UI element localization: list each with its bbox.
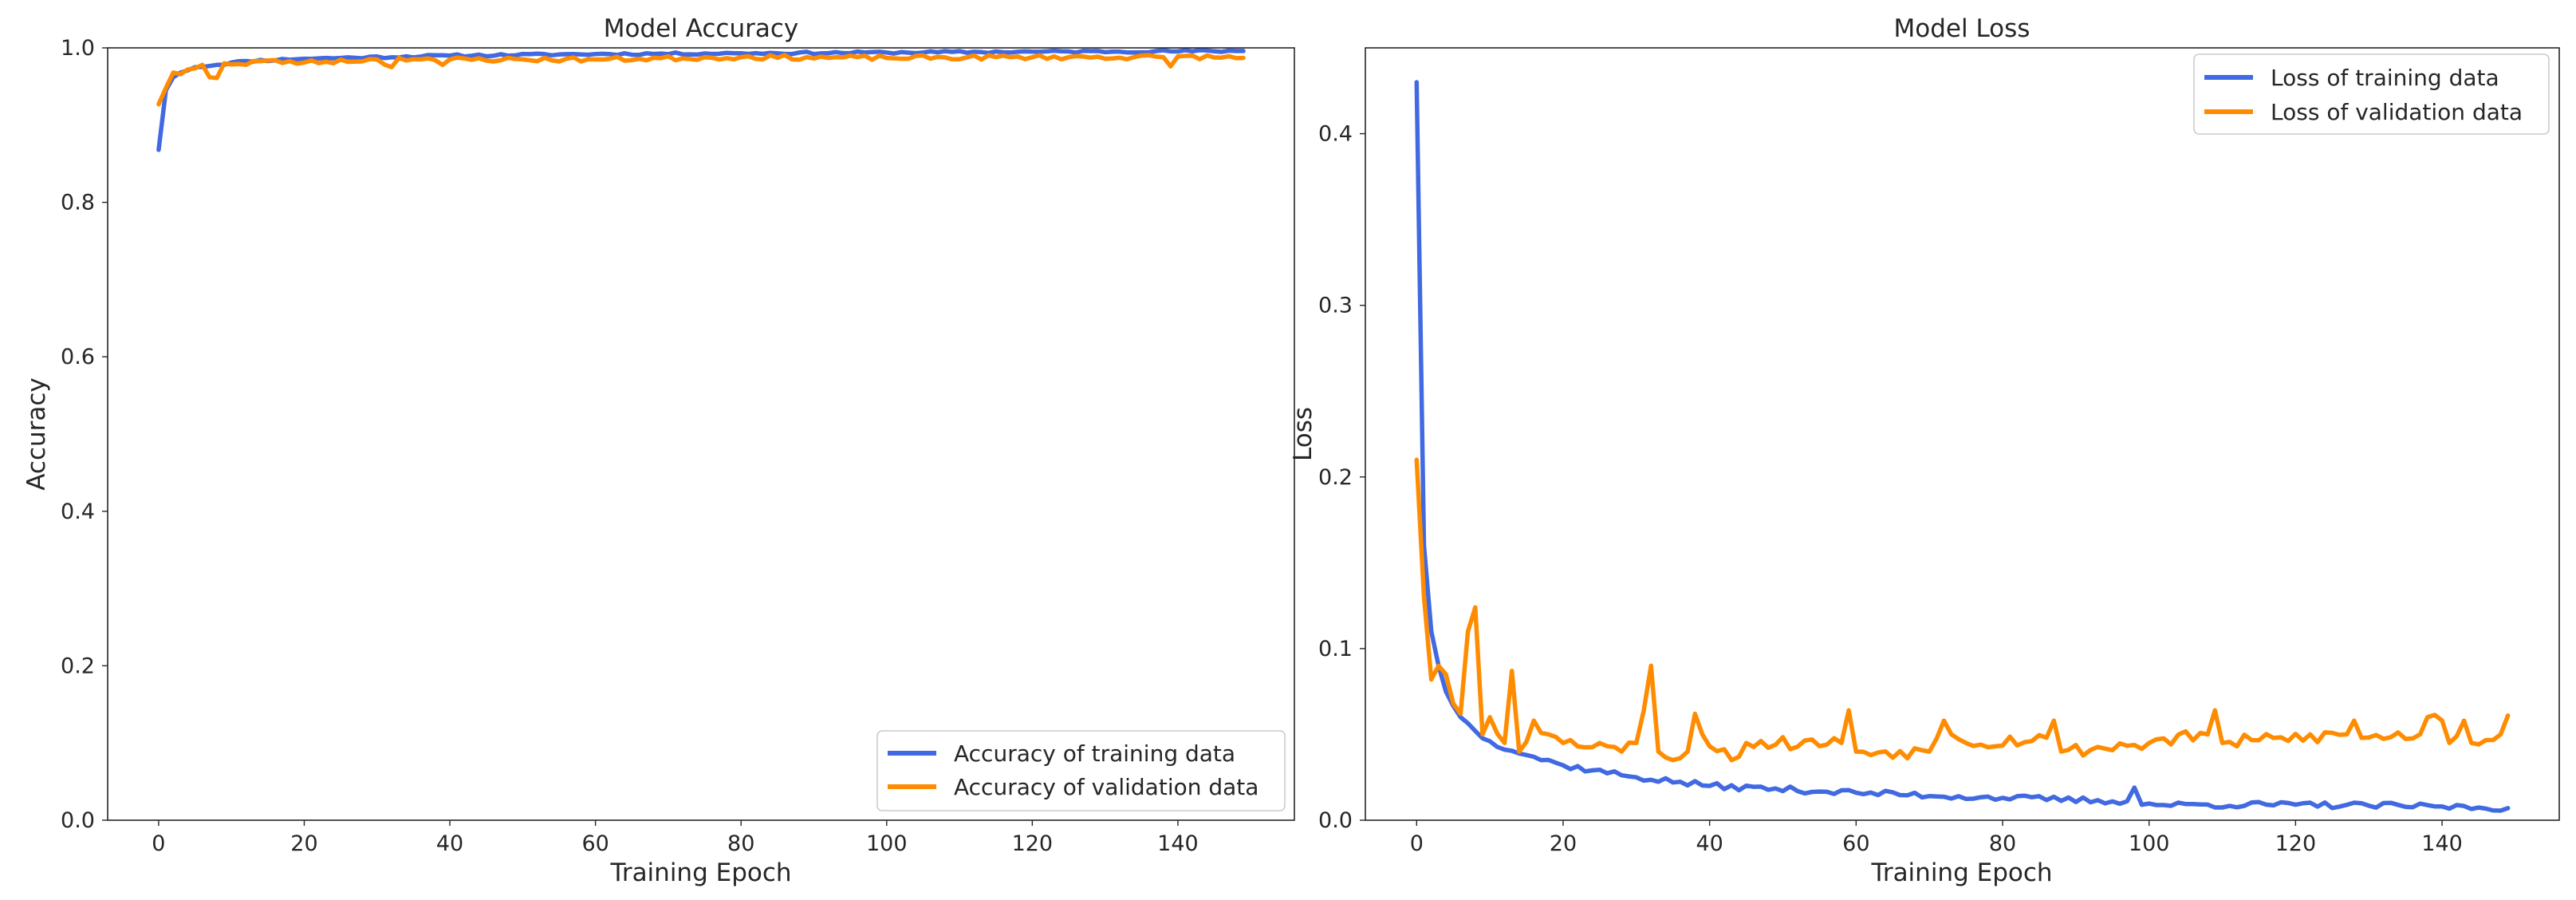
loss-y-axis-label: Loss (1289, 407, 1318, 461)
loss-x-tick-label: 60 (1842, 831, 1869, 856)
loss-legend: Loss of training data Loss of validation… (2193, 53, 2550, 135)
accuracy-y-tick-label: 0.4 (61, 499, 95, 524)
accuracy-x-axis-label: Training Epoch (609, 859, 791, 887)
loss-series-loss-of-validation-data (1414, 457, 2511, 763)
accuracy-chart-title: Model Accuracy (604, 14, 798, 43)
loss-x-tick-label: 0 (1410, 831, 1424, 856)
loss-x-tick-label: 40 (1696, 831, 1723, 856)
accuracy-plot-frame (107, 47, 1295, 821)
loss-x-tick-label: 80 (1989, 831, 2016, 856)
loss-y-tick-label: 0.2 (1318, 465, 1353, 490)
accuracy-x-tick-label: 40 (436, 831, 463, 856)
accuracy-y-tick-label: 0.6 (61, 345, 95, 369)
loss-legend-label-training: Loss of training data (2271, 65, 2499, 91)
accuracy-chart: Model Accuracy 0 20 40 60 80 100 120 1400.00.20… (22, 14, 1295, 887)
accuracy-legend: Accuracy of training data Accuracy of va… (876, 730, 1286, 811)
loss-chart: Model Loss 0 20 40 60 80 100 120 140 0.0 0.1 0.2 0.… (1289, 14, 2560, 887)
loss-y-tick-label: 0.3 (1318, 294, 1353, 318)
loss-x-tick-label: 120 (2275, 831, 2317, 856)
accuracy-series-accuracy-of-validation-data (156, 53, 1246, 107)
accuracy-series (156, 48, 1246, 152)
accuracy-x-tick-label: 120 (1012, 831, 1054, 856)
accuracy-y-tick-label: 0.2 (61, 653, 95, 678)
loss-y-tick-label: 0.4 (1318, 122, 1353, 147)
accuracy-y-axis-label: Accuracy (22, 377, 51, 491)
accuracy-y-tick-label: 1.0 (61, 36, 95, 61)
accuracy-axes: 0 20 40 60 80 100 120 140 0.0 0.2 0.4 0.6 0.8 1.0 (61, 36, 1199, 856)
loss-series (1414, 80, 2511, 813)
loss-x-axis-label: Training Epoch (1870, 859, 2052, 887)
accuracy-series-accuracy-of-training-data (156, 48, 1246, 152)
accuracy-legend-label-training: Accuracy of training data (954, 740, 1235, 767)
loss-y-tick-label: 0.1 (1318, 637, 1353, 661)
loss-axes: 0 20 40 60 80 100 120 140 0.0 0.1 0.2 0.3 0.4 (1318, 122, 2463, 856)
loss-chart-title: Model Loss (1894, 14, 2030, 43)
accuracy-x-tick-label: 100 (866, 831, 908, 856)
accuracy-x-tick-label: 20 (290, 831, 317, 856)
loss-series-loss-of-training-data (1414, 80, 2511, 813)
loss-x-tick-label: 140 (2421, 831, 2463, 856)
accuracy-x-tick-label: 60 (581, 831, 609, 856)
loss-legend-label-validation: Loss of validation data (2271, 99, 2523, 125)
accuracy-y-tick-label: 0.0 (61, 808, 95, 833)
loss-x-tick-label: 20 (1550, 831, 1577, 856)
loss-legend-frame (2193, 53, 2550, 135)
loss-x-tick-label: 100 (2129, 831, 2170, 856)
accuracy-y-tick-label: 0.8 (61, 191, 95, 215)
accuracy-x-tick-label: 140 (1157, 831, 1199, 856)
accuracy-legend-frame (876, 730, 1286, 811)
accuracy-x-tick-label: 0 (152, 831, 165, 856)
accuracy-legend-label-validation: Accuracy of validation data (954, 774, 1258, 800)
loss-plot-frame (1365, 47, 2560, 821)
loss-y-tick-label: 0.0 (1318, 808, 1353, 833)
accuracy-x-tick-label: 80 (727, 831, 754, 856)
